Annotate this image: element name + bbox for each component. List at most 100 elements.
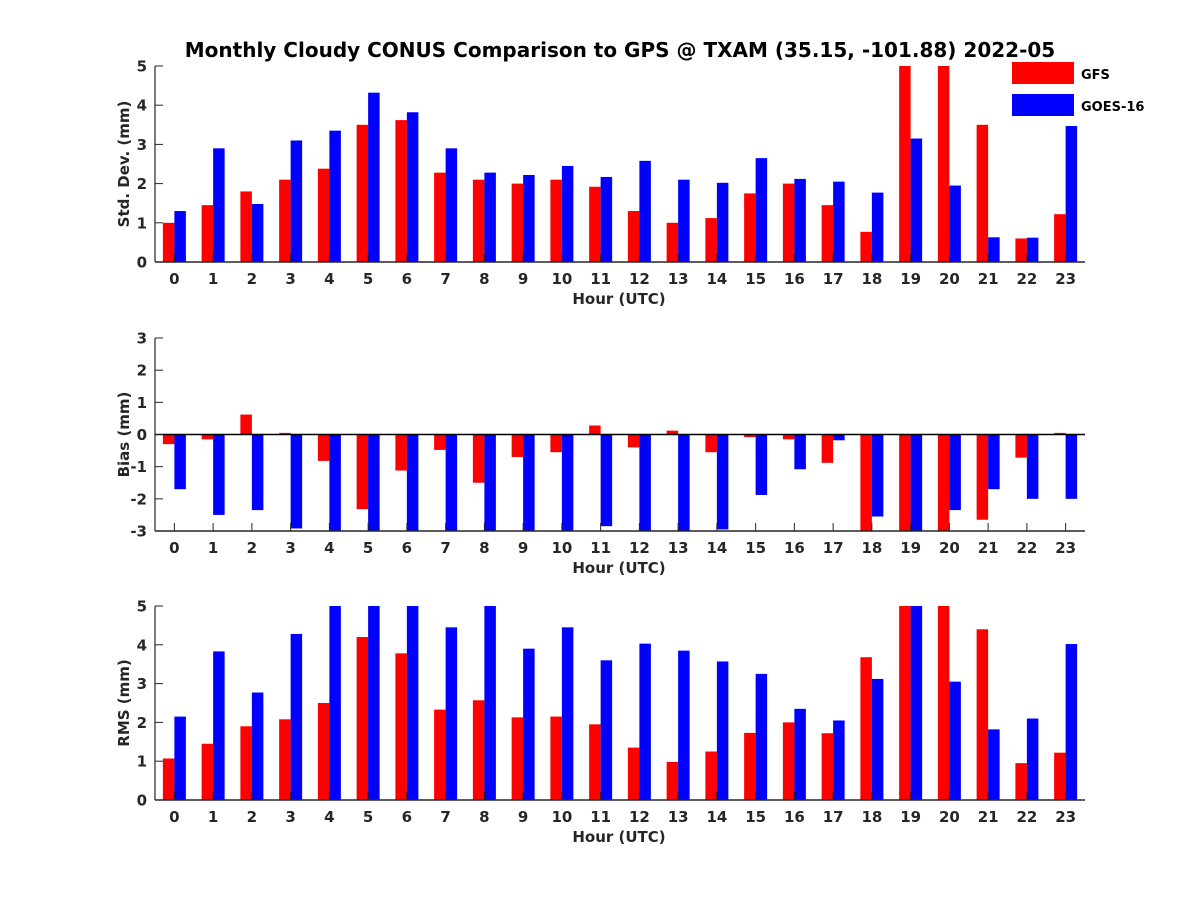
bar-bias-gfs-19 — [899, 434, 911, 531]
x-tick-label: 16 — [784, 539, 805, 557]
bar-stddev-gfs-11 — [589, 186, 601, 262]
bar-bias-gfs-17 — [821, 434, 834, 463]
x-tick-label: 22 — [1016, 270, 1037, 288]
bar-rms-gfs-11 — [589, 724, 601, 800]
x-tick-label: 19 — [900, 270, 921, 288]
bar-bias-goes16-1 — [213, 434, 225, 515]
bar-rms-gfs-14 — [705, 751, 717, 800]
x-tick-label: 13 — [668, 270, 689, 288]
bar-bias-gfs-10 — [550, 434, 562, 453]
y-tick-label: 5 — [137, 58, 147, 76]
x-tick-label: 19 — [900, 539, 921, 557]
bar-bias-goes16-21 — [988, 434, 1000, 490]
x-tick-label: 6 — [402, 539, 412, 557]
y-tick-label: 1 — [137, 753, 147, 771]
y-tick-label: 3 — [137, 330, 147, 348]
x-tick-label: 11 — [590, 808, 611, 826]
x-tick-label: 0 — [169, 539, 179, 557]
bar-bias-gfs-1 — [201, 434, 214, 440]
bar-rms-gfs-9 — [511, 717, 524, 800]
x-tick-label: 6 — [402, 808, 412, 826]
bar-rms-goes16-23 — [1065, 644, 1078, 800]
bar-rms-goes16-22 — [1026, 718, 1039, 800]
x-tick-label: 12 — [629, 539, 650, 557]
legend-swatch-gfs — [1012, 62, 1074, 84]
x-tick-label: 2 — [247, 808, 257, 826]
bar-stddev-goes16-9 — [523, 174, 535, 262]
bar-rms-gfs-12 — [627, 747, 640, 800]
x-tick-label: 21 — [978, 808, 999, 826]
x-tick-label: 0 — [169, 270, 179, 288]
bar-bias-goes16-13 — [678, 434, 690, 531]
bar-stddev-goes16-22 — [1026, 237, 1039, 262]
bar-bias-goes16-23 — [1065, 434, 1078, 499]
bar-stddev-gfs-18 — [860, 231, 872, 262]
x-tick-label: 19 — [900, 808, 921, 826]
legend-swatch-goes16 — [1012, 94, 1074, 116]
bar-bias-gfs-2 — [240, 414, 252, 435]
x-tick-label: 3 — [285, 270, 295, 288]
x-tick-label: 7 — [440, 539, 450, 557]
bar-rms-goes16-5 — [368, 606, 380, 800]
legend-label-goes16: GOES-16 — [1081, 100, 1144, 115]
bar-bias-gfs-7 — [434, 434, 446, 450]
bar-rms-goes16-6 — [406, 606, 419, 800]
bar-stddev-gfs-1 — [201, 205, 214, 262]
y-tick-label: 2 — [137, 175, 147, 193]
y-tick-label: 3 — [137, 136, 147, 154]
bar-rms-gfs-18 — [860, 657, 872, 800]
x-tick-label: 9 — [518, 808, 528, 826]
bar-stddev-goes16-18 — [871, 192, 884, 262]
x-tick-label: 14 — [706, 539, 727, 557]
bar-stddev-gfs-15 — [744, 193, 756, 262]
bar-stddev-goes16-21 — [988, 237, 1000, 262]
bar-stddev-gfs-12 — [627, 211, 640, 262]
y-axis-label: Bias (mm) — [115, 392, 133, 478]
bar-stddev-goes16-19 — [910, 138, 923, 262]
bar-stddev-goes16-16 — [794, 178, 806, 262]
x-tick-label: 8 — [479, 539, 489, 557]
x-tick-label: 9 — [518, 539, 528, 557]
y-tick-label: 2 — [137, 714, 147, 732]
x-tick-label: 12 — [629, 270, 650, 288]
x-tick-label: 17 — [823, 808, 844, 826]
bar-rms-goes16-8 — [484, 606, 496, 800]
x-axis-label: Hour (UTC) — [572, 559, 665, 577]
y-tick-label: 1 — [137, 214, 147, 232]
bar-rms-gfs-22 — [1015, 763, 1027, 800]
bar-stddev-goes16-1 — [213, 148, 225, 262]
bar-bias-goes16-7 — [445, 434, 458, 531]
bar-stddev-gfs-0 — [162, 222, 175, 262]
bar-bias-gfs-6 — [395, 434, 407, 471]
bar-bias-goes16-0 — [174, 434, 186, 490]
bar-rms-gfs-13 — [666, 761, 679, 800]
x-tick-label: 20 — [939, 270, 960, 288]
bar-bias-goes16-8 — [484, 434, 496, 531]
y-tick-label: -1 — [130, 458, 147, 476]
bar-rms-goes16-9 — [523, 648, 535, 800]
bar-rms-goes16-16 — [794, 708, 806, 800]
bar-rms-gfs-0 — [162, 758, 175, 800]
x-tick-label: 12 — [629, 808, 650, 826]
x-tick-label: 18 — [861, 539, 882, 557]
bar-rms-gfs-10 — [550, 716, 562, 800]
bar-stddev-gfs-2 — [240, 191, 252, 262]
bar-bias-gfs-8 — [472, 434, 485, 483]
x-tick-label: 5 — [363, 539, 373, 557]
bar-bias-gfs-15 — [744, 434, 756, 438]
x-tick-label: 10 — [551, 539, 572, 557]
bar-stddev-gfs-6 — [395, 120, 407, 262]
x-tick-label: 21 — [978, 270, 999, 288]
bar-rms-gfs-2 — [240, 726, 252, 800]
bar-stddev-gfs-4 — [317, 168, 330, 262]
bar-stddev-goes16-10 — [561, 165, 574, 262]
x-tick-label: 13 — [668, 539, 689, 557]
x-tick-label: 17 — [823, 270, 844, 288]
bar-rms-gfs-15 — [744, 732, 756, 800]
bar-rms-goes16-2 — [251, 692, 264, 800]
bar-rms-goes16-18 — [871, 678, 884, 800]
x-tick-label: 22 — [1016, 808, 1037, 826]
bar-bias-goes16-17 — [833, 434, 845, 441]
